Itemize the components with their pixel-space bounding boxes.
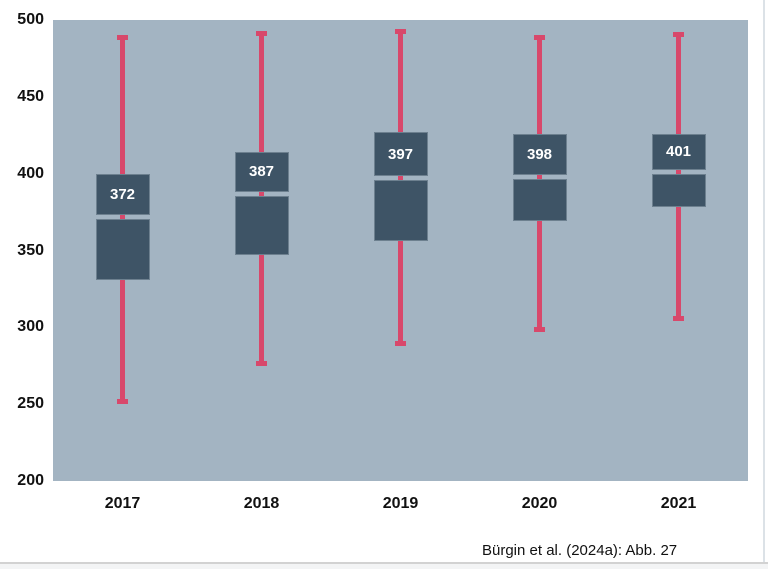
page-edge-right [763, 0, 765, 563]
y-tick-label: 300 [17, 318, 44, 336]
whisker-cap-min [534, 326, 545, 332]
whisker-cap-min [117, 399, 128, 405]
x-category-label: 2019 [382, 495, 419, 512]
whisker-cap-max [395, 29, 406, 35]
box-upper-quartile: 387 [234, 152, 289, 192]
median-value-label: 398 [526, 145, 553, 163]
median-value-label: 397 [387, 145, 414, 163]
box-upper-quartile: 372 [95, 173, 150, 215]
x-category-label: 2020 [521, 495, 558, 512]
box-upper-quartile: 397 [373, 132, 428, 177]
box-lower-quartile [234, 195, 289, 256]
y-tick-label: 450 [17, 87, 44, 105]
box-upper-quartile: 401 [651, 133, 706, 171]
median-value-label: 387 [248, 163, 275, 181]
box-lower-quartile [95, 218, 150, 280]
whisker-cap-max [256, 30, 267, 36]
x-category-label: 2021 [660, 495, 697, 512]
chart-caption: Bürgin et al. (2024a): Abb. 27 [482, 542, 678, 559]
x-category-label: 2018 [243, 495, 280, 512]
whisker-cap-max [534, 35, 545, 41]
whisker-cap-min [256, 360, 267, 366]
y-tick-label: 350 [17, 241, 44, 259]
box-lower-quartile [651, 174, 706, 208]
whisker-cap-min [673, 316, 684, 322]
page-edge-bottom-line [0, 562, 768, 564]
box-lower-quartile [512, 178, 567, 222]
box-lower-quartile [373, 180, 428, 242]
median-value-label: 372 [109, 185, 136, 203]
page-edge-bottom-area [0, 564, 768, 569]
y-tick-label: 500 [17, 11, 44, 28]
median-value-label: 401 [665, 143, 692, 161]
whisker-cap-max [673, 32, 684, 38]
plot-area: 372 387 397 398 401 [53, 20, 748, 481]
y-tick-label: 250 [17, 395, 44, 413]
box-upper-quartile: 398 [512, 133, 567, 175]
whisker-cap-min [395, 340, 406, 346]
y-tick-label: 200 [17, 472, 44, 489]
whisker-cap-max [117, 35, 128, 41]
y-tick-label: 400 [17, 164, 44, 182]
x-category-label: 2017 [104, 495, 141, 512]
